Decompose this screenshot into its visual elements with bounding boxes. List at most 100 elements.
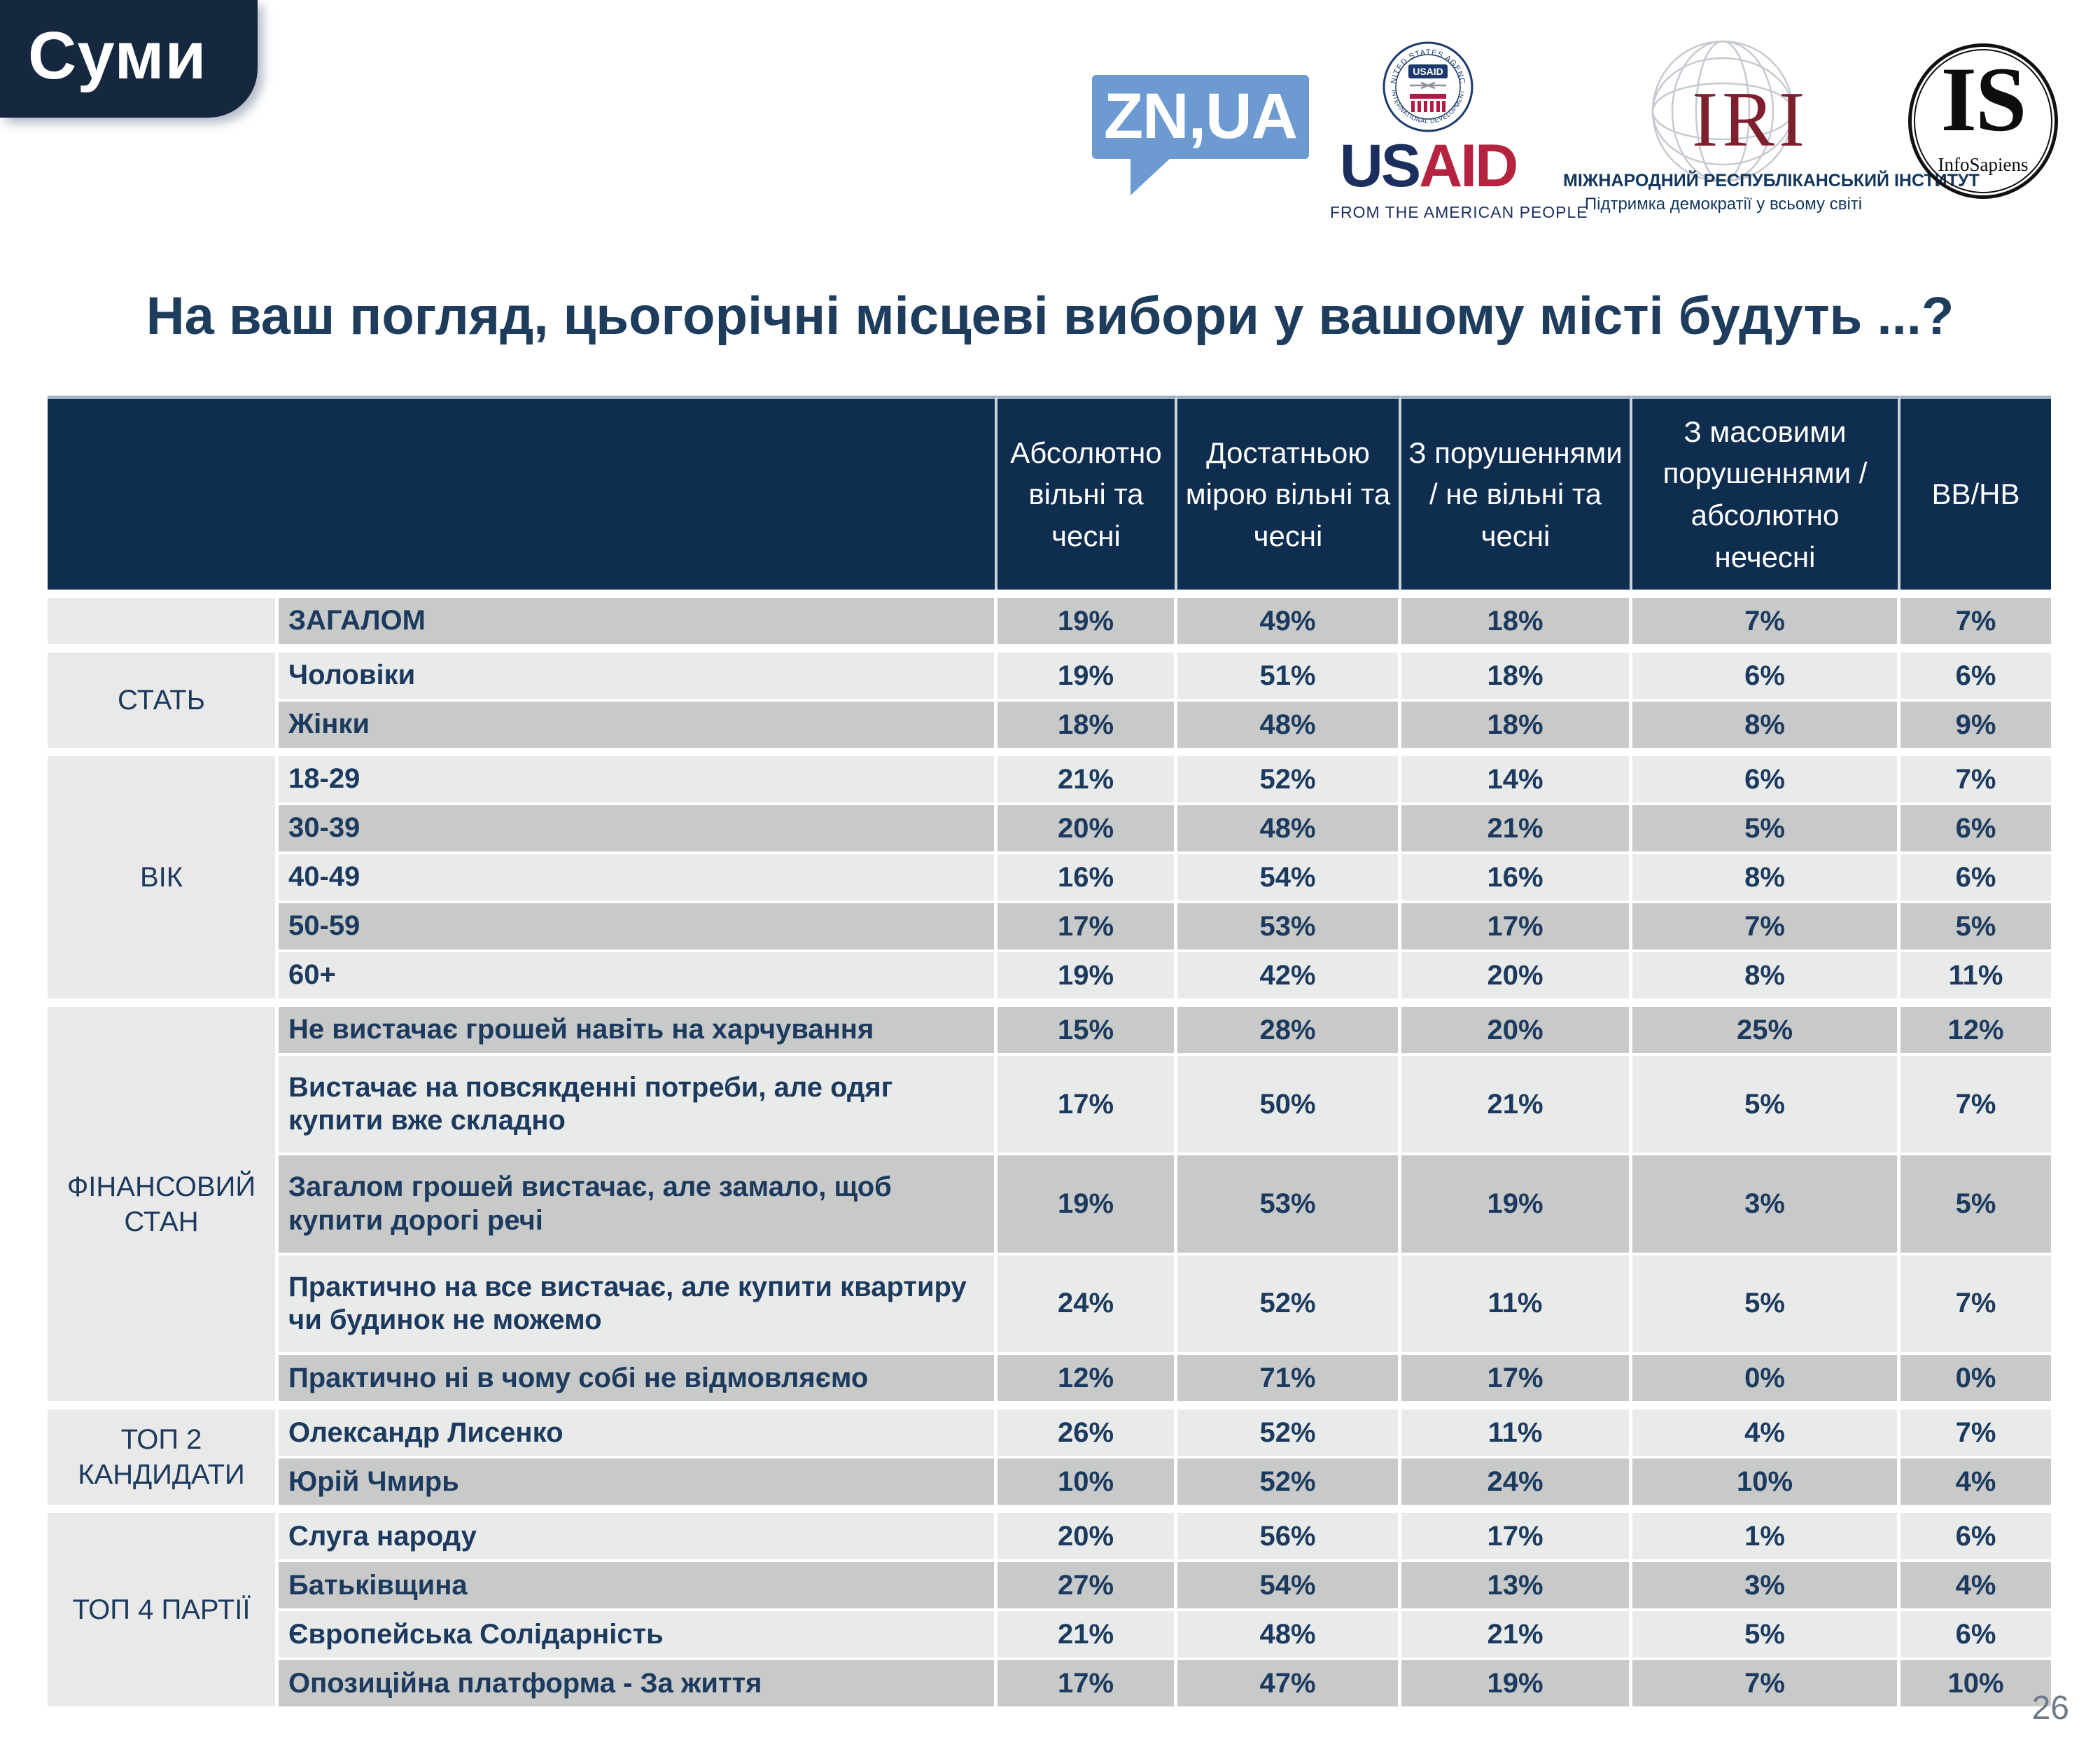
value-cell: 52% bbox=[1177, 1252, 1401, 1353]
table-row: Опозиційна платформа - За життя 17% 47% 19%… bbox=[48, 1657, 2051, 1707]
value-cell: 47% bbox=[1177, 1657, 1401, 1707]
table-row: Практично ні в чому собі не відмовляємо 1… bbox=[48, 1352, 2051, 1402]
table-row: ТОП 2 КАНДИДАТИ Олександр Лисенко 26% 52% 11… bbox=[48, 1401, 2051, 1505]
row-label: Опозиційна платформа - За життя bbox=[279, 1657, 997, 1707]
value-cell: 19% bbox=[997, 644, 1177, 699]
group-label: ТОП 2 КАНДИДАТИ bbox=[48, 1401, 279, 1505]
row-label: Юрій Чмирь bbox=[279, 1456, 997, 1505]
value-cell: 5% bbox=[1900, 900, 2051, 949]
city-tab: Суми bbox=[0, 0, 258, 118]
group-label: ФІНАНСОВИЙ СТАН bbox=[48, 998, 279, 1402]
table-row: Юрій Чмирь 10% 52% 24% 10% 4% bbox=[48, 1456, 2051, 1505]
value-cell: 21% bbox=[1401, 1053, 1632, 1153]
value-cell: 7% bbox=[1900, 590, 2051, 644]
table-row: ЗАГАЛОМ 19% 49% 18% 7% 7% bbox=[48, 590, 2051, 644]
usaid-seal-center-text: USAID bbox=[1413, 66, 1443, 77]
is-name: InfoSapiens bbox=[1938, 154, 2029, 175]
group-label: ВІК bbox=[48, 748, 279, 998]
value-cell: 42% bbox=[1177, 949, 1401, 998]
value-cell: 0% bbox=[1632, 1352, 1900, 1402]
value-cell: 16% bbox=[997, 851, 1177, 900]
row-label: ЗАГАЛОМ bbox=[279, 590, 997, 644]
value-cell: 19% bbox=[1401, 1153, 1632, 1253]
infosapiens-logo: IS InfoSapiens bbox=[1908, 43, 2058, 199]
row-label: Чоловіки bbox=[279, 644, 997, 699]
value-cell: 18% bbox=[1401, 590, 1632, 644]
value-cell: 20% bbox=[997, 802, 1177, 851]
iri-name-line: МІЖНАРОДНИЙ РЕСПУБЛІКАНСЬКИЙ ІНСТИТУТ bbox=[1563, 171, 1980, 190]
results-table: Абсолютно вільні та чесні Достатньою мір… bbox=[48, 396, 2051, 1707]
table-corner-cell bbox=[48, 396, 997, 590]
value-cell: 17% bbox=[997, 900, 1177, 949]
value-cell: 18% bbox=[1401, 699, 1632, 748]
iri-logo: IRI МІЖНАРОДНИЙ РЕСПУБЛІКАНСЬКИЙ ІНСТИТУ… bbox=[1563, 36, 1980, 218]
value-cell: 13% bbox=[1401, 1559, 1632, 1609]
page-title: На ваш погляд, цьогорічні місцеві вибори… bbox=[146, 286, 1954, 346]
value-cell: 4% bbox=[1900, 1559, 2051, 1609]
znua-wordmark: ZN,UA bbox=[1103, 81, 1298, 152]
value-cell: 24% bbox=[1401, 1456, 1632, 1505]
is-acronym: IS bbox=[1940, 48, 2027, 151]
znua-speech-tail-icon bbox=[1130, 158, 1171, 195]
row-label: Не вистачає грошей навіть на харчування bbox=[279, 998, 997, 1053]
value-cell: 52% bbox=[1177, 748, 1401, 802]
value-cell: 12% bbox=[997, 1352, 1177, 1402]
row-label: Вистачає на повсякденні потреби, але одя… bbox=[279, 1053, 997, 1153]
value-cell: 17% bbox=[1401, 1352, 1632, 1402]
flag-shield-icon bbox=[1410, 94, 1446, 112]
value-cell: 50% bbox=[1177, 1053, 1401, 1153]
globe-icon bbox=[1651, 40, 1794, 183]
value-cell: 21% bbox=[1401, 1608, 1632, 1658]
usaid-logo: UNITED STATES AGENCY INTERNATIONAL DEVEL… bbox=[1330, 41, 1588, 222]
value-cell: 54% bbox=[1177, 1559, 1401, 1609]
row-label: Батьківщина bbox=[279, 1559, 997, 1609]
table-row: СТАТЬ Чоловіки 19% 51% 18% 6% 6% bbox=[48, 644, 2051, 748]
city-tab-label: Суми bbox=[28, 18, 207, 93]
znua-logo: ZN,UA bbox=[1092, 75, 1309, 195]
value-cell: 5% bbox=[1632, 1053, 1900, 1153]
table-row: 60+ 19% 42% 20% 8% 11% bbox=[48, 949, 2051, 998]
value-cell: 8% bbox=[1632, 851, 1900, 900]
handshake-icon bbox=[1410, 81, 1446, 90]
value-cell: 3% bbox=[1632, 1153, 1900, 1253]
page-number: 26 bbox=[2031, 1690, 2069, 1727]
row-label: 40-49 bbox=[279, 851, 997, 900]
value-cell: 19% bbox=[997, 590, 1177, 644]
value-cell: 5% bbox=[1632, 1608, 1900, 1658]
table-row: Загалом грошей вистачає, але замало, щоб… bbox=[48, 1153, 2051, 1253]
value-cell: 53% bbox=[1177, 1153, 1401, 1253]
value-cell: 19% bbox=[997, 1153, 1177, 1253]
value-cell: 15% bbox=[997, 998, 1177, 1053]
value-cell: 17% bbox=[1401, 900, 1632, 949]
value-cell: 11% bbox=[1401, 1252, 1632, 1353]
value-cell: 3% bbox=[1632, 1559, 1900, 1609]
value-cell: 21% bbox=[997, 748, 1177, 802]
value-cell: 11% bbox=[1401, 1401, 1632, 1456]
value-cell: 6% bbox=[1900, 851, 2051, 900]
value-cell: 51% bbox=[1177, 644, 1401, 699]
is-ring-outer-icon bbox=[1908, 43, 2058, 199]
value-cell: 18% bbox=[997, 699, 1177, 748]
row-label: Слуга народу bbox=[279, 1505, 997, 1560]
value-cell: 10% bbox=[997, 1456, 1177, 1505]
row-label: Жінки bbox=[279, 699, 997, 748]
value-cell: 5% bbox=[1900, 1153, 2051, 1253]
value-cell: 7% bbox=[1900, 748, 2051, 802]
value-cell: 7% bbox=[1900, 1053, 2051, 1153]
value-cell: 11% bbox=[1900, 949, 2051, 998]
is-ring-inner-icon bbox=[1914, 49, 2052, 193]
value-cell: 1% bbox=[1632, 1505, 1900, 1560]
column-header: Абсолютно вільні та чесні bbox=[997, 396, 1177, 590]
row-label: 18-29 bbox=[279, 748, 997, 802]
table-header-row: Абсолютно вільні та чесні Достатньою мір… bbox=[48, 396, 2051, 590]
usaid-wordmark-us: US bbox=[1339, 132, 1421, 200]
table-row: Практично на все вистачає, але купити кв… bbox=[48, 1252, 2051, 1353]
value-cell: 48% bbox=[1177, 1608, 1401, 1658]
row-label: 50-59 bbox=[279, 900, 997, 949]
table-row: Вистачає на повсякденні потреби, але одя… bbox=[48, 1053, 2051, 1153]
value-cell: 6% bbox=[1632, 644, 1900, 699]
value-cell: 20% bbox=[1401, 998, 1632, 1053]
table-row: Жінки 18% 48% 18% 8% 9% bbox=[48, 699, 2051, 748]
value-cell: 7% bbox=[1632, 1657, 1900, 1707]
row-label: Загалом грошей вистачає, але замало, щоб… bbox=[279, 1153, 997, 1253]
